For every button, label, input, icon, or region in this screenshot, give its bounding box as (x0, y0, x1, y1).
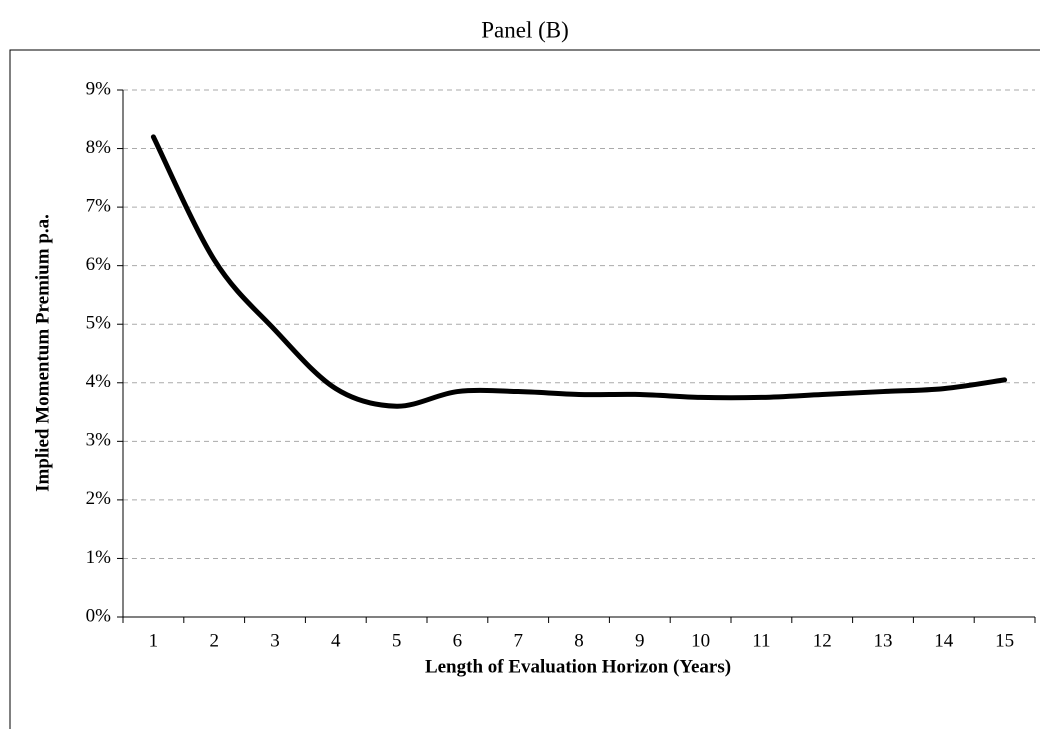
y-tick-label: 2% (86, 488, 112, 509)
x-tick-label: 11 (752, 630, 770, 651)
y-tick-label: 1% (86, 547, 112, 568)
y-tick-label: 3% (86, 430, 112, 451)
line-series (150, 134, 1008, 409)
x-tick-label: 4 (331, 630, 341, 651)
chart-border (9, 49, 1040, 729)
x-tick-label: 3 (270, 630, 280, 651)
x-tick-label: 10 (691, 630, 710, 651)
y-tick-label: 0% (86, 605, 112, 626)
y-tick-label: 6% (86, 254, 112, 275)
y-tick-label: 5% (86, 313, 112, 334)
y-tick-label: 4% (86, 371, 112, 392)
x-tick-label: 7 (513, 630, 523, 651)
x-tick-label: 2 (209, 630, 219, 651)
x-tick-label: 5 (392, 630, 402, 651)
x-tick-label: 12 (813, 630, 832, 651)
x-tick-label: 14 (934, 630, 954, 651)
x-tick-label: 1 (149, 630, 159, 651)
y-tick-label: 9% (86, 78, 112, 99)
x-tick-label: 13 (874, 630, 893, 651)
chart-title: Panel (B) (481, 17, 569, 42)
x-tick-label: 8 (574, 630, 584, 651)
y-tick-label: 7% (86, 195, 112, 216)
x-tick-label: 6 (453, 630, 463, 651)
x-axis-label: Length of Evaluation Horizon (Years) (425, 656, 731, 677)
x-tick-label: 9 (635, 630, 645, 651)
x-tick-label: 15 (995, 630, 1014, 651)
y-axis-label: Implied Momentum Premium p.a. (32, 214, 53, 492)
y-tick-label: 8% (86, 137, 112, 158)
